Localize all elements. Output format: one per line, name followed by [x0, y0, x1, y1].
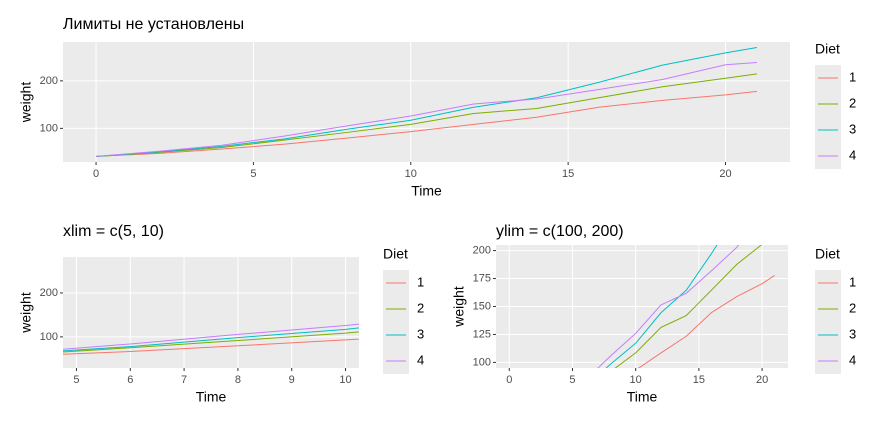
legend-title: Diet — [383, 246, 408, 262]
y-tick-label: 125 — [473, 328, 491, 340]
series-line — [96, 62, 757, 157]
chart-title: xlim = c(5, 10) — [63, 223, 164, 240]
x-tick-label: 6 — [127, 374, 133, 386]
x-tick-label: 8 — [235, 374, 241, 386]
x-axis-title: Time — [411, 183, 442, 199]
y-axis-title: weight — [451, 286, 467, 328]
y-axis-title: weight — [18, 292, 34, 334]
legend-label: 2 — [849, 95, 856, 110]
x-tick-label: 15 — [693, 374, 705, 386]
y-tick-label: 200 — [40, 287, 58, 299]
x-tick-label: 0 — [506, 374, 512, 386]
y-tick-label: 100 — [473, 356, 491, 368]
y-axis-title: weight — [18, 82, 34, 124]
x-tick-label: 20 — [756, 374, 768, 386]
y-tick-label: 200 — [473, 244, 491, 256]
panel-background — [63, 42, 790, 162]
legend-label: 1 — [849, 69, 856, 84]
x-tick-label: 10 — [339, 374, 351, 386]
x-axis-title: Time — [196, 389, 227, 405]
y-tick-label: 200 — [40, 75, 58, 87]
series-line — [605, 245, 718, 368]
x-tick-label: 10 — [630, 374, 642, 386]
series-line — [96, 90, 758, 157]
x-tick-label: 5 — [73, 374, 79, 386]
chart-title: ylim = c(100, 200) — [496, 223, 624, 240]
legend-label: 3 — [417, 326, 424, 341]
y-tick-label: 150 — [473, 300, 491, 312]
x-axis-title: Time — [627, 389, 658, 405]
x-tick-label: 15 — [562, 168, 574, 180]
y-tick-label: 175 — [473, 272, 491, 284]
plot-lines — [96, 46, 758, 158]
chart-title: Лимиты не установлены — [63, 16, 244, 33]
series-line — [96, 46, 758, 157]
x-tick-label: 7 — [181, 374, 187, 386]
legend-label: 1 — [849, 274, 856, 289]
legend-label: 2 — [417, 300, 424, 315]
x-tick-label: 0 — [93, 168, 99, 180]
x-tick-label: 9 — [289, 374, 295, 386]
series-line — [614, 245, 763, 368]
legend-label: 4 — [849, 147, 856, 162]
x-tick-label: 10 — [405, 168, 417, 180]
x-tick-label: 5 — [569, 374, 575, 386]
series-line — [96, 73, 758, 158]
y-tick-label: 100 — [40, 331, 58, 343]
legend-label: 4 — [849, 352, 856, 367]
series-line — [597, 245, 740, 368]
series-line — [637, 275, 776, 368]
legend-label: 4 — [417, 352, 424, 367]
x-tick-label: 5 — [250, 168, 256, 180]
legend-label: 2 — [849, 300, 856, 315]
legend-title: Diet — [815, 41, 840, 57]
y-tick-label: 100 — [40, 122, 58, 134]
legend-label: 3 — [849, 326, 856, 341]
plot-lines — [597, 245, 776, 368]
legend-label: 1 — [417, 274, 424, 289]
x-tick-label: 20 — [719, 168, 731, 180]
panel-background — [63, 257, 359, 368]
legend-label: 3 — [849, 121, 856, 136]
legend-title: Diet — [815, 246, 840, 262]
